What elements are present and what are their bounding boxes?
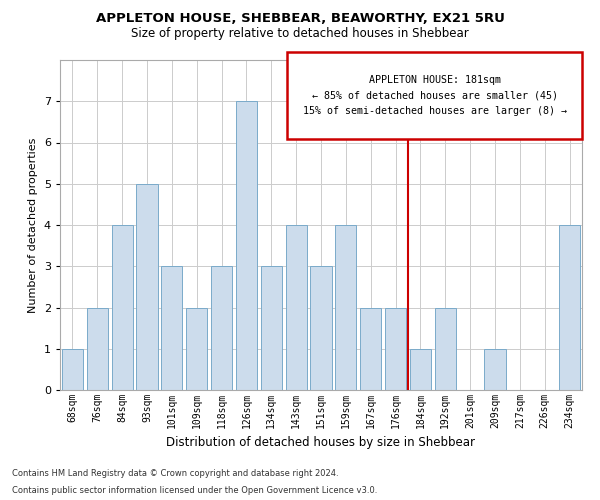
Bar: [435, 308, 456, 390]
Text: Contains HM Land Registry data © Crown copyright and database right 2024.: Contains HM Land Registry data © Crown c…: [12, 468, 338, 477]
Bar: [335, 225, 356, 390]
Bar: [410, 349, 431, 390]
FancyBboxPatch shape: [287, 52, 582, 139]
Text: APPLETON HOUSE, SHEBBEAR, BEAWORTHY, EX21 5RU: APPLETON HOUSE, SHEBBEAR, BEAWORTHY, EX2…: [95, 12, 505, 26]
Bar: [286, 225, 307, 390]
Bar: [62, 349, 83, 390]
Bar: [385, 308, 406, 390]
Y-axis label: Number of detached properties: Number of detached properties: [28, 138, 38, 312]
Bar: [310, 266, 332, 390]
Bar: [112, 225, 133, 390]
Text: Contains public sector information licensed under the Open Government Licence v3: Contains public sector information licen…: [12, 486, 377, 495]
Bar: [87, 308, 108, 390]
Bar: [559, 225, 580, 390]
Bar: [261, 266, 282, 390]
Bar: [484, 349, 506, 390]
Bar: [211, 266, 232, 390]
Bar: [186, 308, 207, 390]
Text: Size of property relative to detached houses in Shebbear: Size of property relative to detached ho…: [131, 28, 469, 40]
Bar: [136, 184, 158, 390]
Text: APPLETON HOUSE: 181sqm
← 85% of detached houses are smaller (45)
15% of semi-det: APPLETON HOUSE: 181sqm ← 85% of detached…: [302, 75, 566, 116]
Bar: [161, 266, 182, 390]
Bar: [236, 101, 257, 390]
Bar: [360, 308, 381, 390]
X-axis label: Distribution of detached houses by size in Shebbear: Distribution of detached houses by size …: [167, 436, 476, 450]
